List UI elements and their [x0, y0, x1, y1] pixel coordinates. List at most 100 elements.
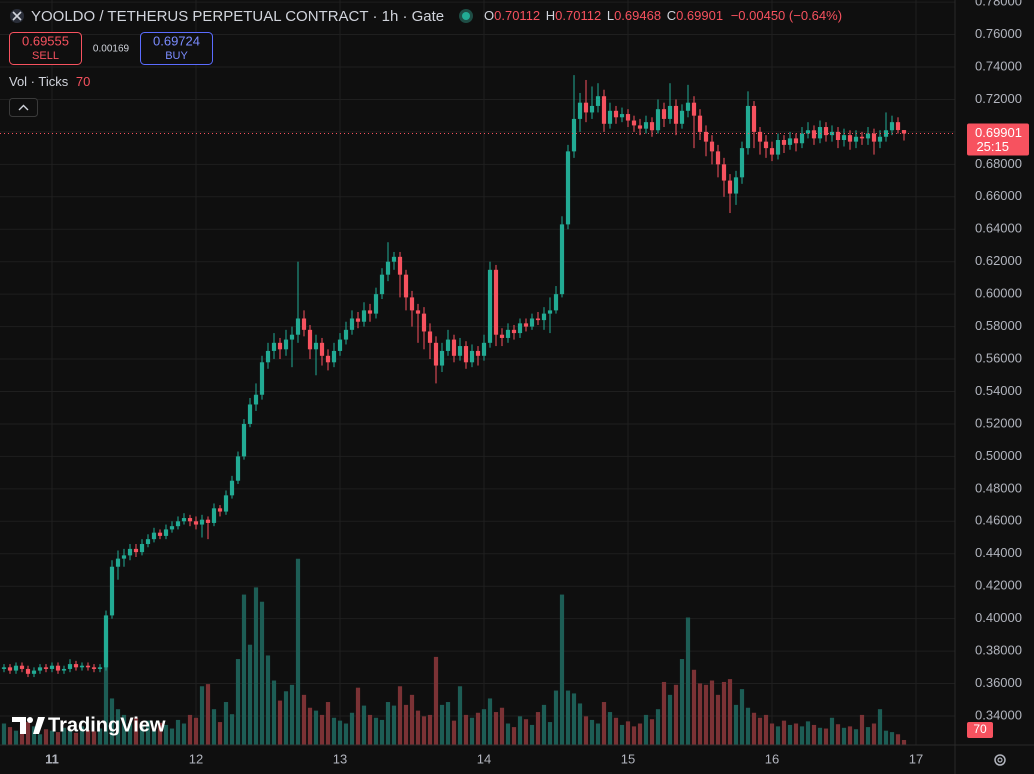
candle-body [835, 131, 841, 141]
candle-body [331, 350, 337, 363]
candle-body [859, 136, 865, 139]
volume-bar [55, 732, 61, 745]
candle-body [523, 323, 529, 327]
volume-bar [451, 720, 457, 745]
sell-button[interactable]: 0.69555 SELL [9, 32, 82, 65]
volume-bar [751, 712, 757, 745]
candle-body [517, 323, 523, 334]
volume-bar [679, 659, 685, 745]
buy-label[interactable]: BUY [165, 50, 188, 62]
y-tick-label: 0.66000 [975, 188, 1022, 203]
collapse-button[interactable] [9, 98, 38, 117]
volume-bar [319, 714, 325, 745]
candle-body [73, 664, 79, 668]
candle-body [865, 133, 871, 139]
grid [0, 0, 955, 745]
volume-bar [715, 694, 721, 745]
ohlc-value: 0.69901 [676, 8, 723, 23]
y-tick-label: 0.76000 [975, 26, 1022, 41]
candle-body [697, 115, 703, 132]
candle-body [37, 667, 43, 671]
candle-body [691, 102, 697, 116]
buy-price[interactable]: 0.69724 [153, 33, 200, 48]
candle-body [505, 329, 511, 338]
y-tick-label: 0.38000 [975, 643, 1022, 658]
candle-body [61, 668, 67, 671]
candle-body [673, 105, 679, 124]
candle-body [355, 318, 361, 322]
volume-bar [691, 669, 697, 745]
candle-body [295, 318, 301, 335]
volume-bar [349, 712, 355, 745]
volume-bar [775, 726, 781, 745]
candle-body [469, 350, 475, 363]
candle-body [403, 274, 409, 298]
candle-body [193, 521, 199, 525]
candle-body [289, 334, 295, 340]
logo-text: TradingView [48, 714, 166, 736]
buy-box[interactable] [140, 32, 213, 65]
volume-bar [583, 716, 589, 745]
candle-body [559, 224, 565, 295]
candle-body [385, 261, 391, 275]
volume-bar [259, 601, 265, 745]
candle-body [271, 342, 277, 351]
candle-body [823, 127, 829, 136]
ohlc-letter: O [484, 8, 494, 23]
volume-bar [769, 723, 775, 745]
volume-bar [367, 714, 373, 745]
volume-bar [547, 722, 553, 745]
volume-bar [889, 732, 895, 745]
candle-body [229, 480, 235, 496]
volume-bar [283, 691, 289, 745]
volume-bar [295, 558, 301, 745]
candle-body [1, 667, 7, 669]
change-percent: (−0.64%) [789, 8, 842, 23]
candle-body [685, 102, 691, 111]
volume-bar [625, 721, 631, 745]
volume-bar [325, 702, 331, 745]
volume-bar [667, 694, 673, 745]
volume-bar [469, 717, 475, 745]
sell-price[interactable]: 0.69555 [22, 33, 69, 48]
volume-bar [805, 721, 811, 745]
sell-label[interactable]: SELL [32, 50, 59, 62]
candle-body [883, 130, 889, 137]
candle-body [157, 532, 163, 536]
candle-body [643, 122, 649, 129]
candle-body [901, 130, 907, 134]
y-tick-label: 0.78000 [975, 0, 1022, 9]
y-tick-label: 0.44000 [975, 545, 1022, 560]
volume-bar [661, 681, 667, 745]
candle-body [613, 110, 619, 118]
volume-bar [163, 724, 169, 745]
buy-button[interactable]: 0.69724 BUY [140, 32, 213, 65]
candle-body [103, 615, 109, 668]
volume-bar [25, 722, 31, 745]
volume-bar [361, 705, 367, 745]
settings-button[interactable] [994, 754, 1006, 766]
candle-body [793, 138, 799, 144]
y-tick-label: 0.58000 [975, 318, 1022, 333]
volume-bar [553, 690, 559, 745]
volume-bar [445, 702, 451, 745]
y-tick-label: 0.62000 [975, 253, 1022, 268]
candle-body [187, 518, 193, 522]
volume-bar [721, 681, 727, 745]
volume-bar [613, 717, 619, 745]
candle-body [841, 135, 847, 141]
volume-bar [619, 724, 625, 745]
volume-bar [511, 727, 517, 745]
candle-body [499, 334, 505, 338]
last-price-label: 0.69901 [975, 125, 1022, 140]
volume-bar [901, 739, 907, 745]
volume-bar [643, 714, 649, 745]
volume-bar [139, 726, 145, 745]
y-tick-label: 0.42000 [975, 578, 1022, 593]
status-dot [462, 12, 470, 20]
candle-body [457, 346, 463, 356]
sell-box[interactable] [9, 32, 82, 65]
y-tick-label: 0.54000 [975, 383, 1022, 398]
candle-body [847, 135, 853, 142]
